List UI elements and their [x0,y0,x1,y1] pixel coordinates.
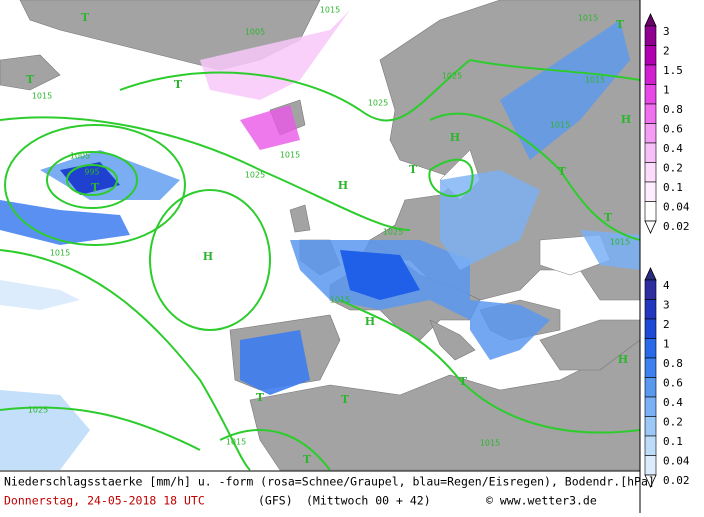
isobar-label: 1015 [320,6,340,15]
legend-label: 2 [663,45,670,58]
legend-label: 0.8 [663,357,683,370]
map: 1015 1005 1015 1025 1015 1025 1005 995 1015 1025 1… [0,0,641,471]
isobar-label: 1015 [280,151,300,160]
pressure-center: T [409,163,418,176]
legend-label: 1 [663,338,670,351]
copyright: © www.wetter3.de [486,494,597,508]
legend-swatch [644,416,657,437]
pressure-center: T [604,211,613,224]
legend-label: 3 [663,299,670,312]
isobar-label: 1025 [368,99,388,108]
legend-swatch [644,64,657,85]
legend-label: 0.1 [663,435,683,448]
isobar-label: 1015 [480,439,500,448]
legend-swatch [644,162,657,183]
legend-swatch [644,396,657,417]
snow-legend: 3 2 1.5 1 0.8 0.6 0.4 0.2 0.1 0.04 0.02 [644,13,690,234]
legend-swatch [644,435,657,456]
legend-label: 0.04 [663,201,690,214]
isobar-label: 1015 [32,92,52,101]
description: Niederschlagsstaerke [mm/h] u. -form (ro… [4,475,655,489]
legend-swatch [644,123,657,144]
pressure-center: T [26,73,35,86]
isobar-label: 1025 [383,228,403,237]
pressure-center: H [618,353,628,366]
legend-label: 0.4 [663,142,683,155]
legend-swatch [644,279,657,300]
pressure-center: T [303,453,312,466]
legend-swatch [644,25,657,46]
isobar-label: 1015 [610,238,630,247]
legend-swatch [644,318,657,339]
legend-label: 0.02 [663,220,690,233]
legend-label: 3 [663,25,670,38]
isobar-label: 1015 [330,296,350,305]
isobar-label: 1025 [442,72,462,81]
date: Donnerstag, 24-05-2018 18 UTC [4,494,205,508]
isobar-label: 1005 [245,28,265,37]
isobar-label: 995 [84,168,99,177]
pressure-center: T [174,78,183,91]
legend-label: 0.2 [663,416,683,429]
pressure-center: T [81,11,90,24]
legend-arrow [644,220,657,234]
precipitation [0,10,640,470]
legend-swatch [644,377,657,398]
pressure-center: T [91,181,100,194]
legend-label: 0.6 [663,377,683,390]
legend-swatch [644,103,657,124]
isobar-label: 1015 [226,438,246,447]
legend-label: 0.04 [663,455,690,468]
legend-swatch [644,142,657,163]
legend-swatch [644,357,657,378]
legend-label: 0.2 [663,162,683,175]
pressure-center: T [256,391,265,404]
pressure-center: T [616,18,625,31]
legend-label: 0.4 [663,396,683,409]
pressure-center: T [341,393,350,406]
legend-label: 2 [663,318,670,331]
legend-swatch [644,455,657,476]
legend-label: 0.02 [663,474,690,487]
legend-label: 0.6 [663,123,683,136]
isobars [0,59,641,471]
isobar-label: 1005 [70,152,90,161]
legend-swatch [644,338,657,359]
pressure-center: H [365,315,375,328]
pressure-center: T [459,375,468,388]
legend-swatch [644,201,657,222]
isobar-label: 1015 [578,14,598,23]
legend-swatch [644,84,657,105]
isobar-label: 1015 [50,249,70,258]
legend-swatch [644,45,657,66]
pressure-center: H [203,250,213,263]
pressure-center: H [621,113,631,126]
isobar-label: 1015 [550,121,570,130]
legend-label: 0.8 [663,103,683,116]
rain-legend: 4 3 2 1 0.8 0.6 0.4 0.2 0.1 0.04 0.02 [644,267,690,488]
run: (Mittwoch 00 + 42) [306,494,431,508]
model: (GFS) [258,494,293,508]
legend-label: 0.1 [663,181,683,194]
legend-arrow [644,474,657,488]
pressure-center: H [338,179,348,192]
pressure-center: H [450,131,460,144]
legend-label: 1.5 [663,64,683,77]
legend-label: 1 [663,84,670,97]
pressure-center: T [558,165,567,178]
legend-swatch [644,181,657,202]
legend-label: 4 [663,279,670,292]
isobar-label: 1015 [585,76,605,85]
isobar-label: 1025 [28,406,48,415]
legend-swatch [644,299,657,320]
isobar-label: 1025 [245,171,265,180]
